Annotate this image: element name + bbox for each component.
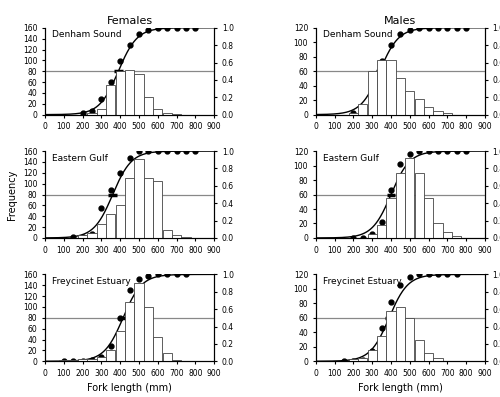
Bar	[349, 113, 358, 115]
Bar	[125, 178, 134, 238]
Bar	[434, 358, 442, 361]
Bar	[97, 109, 106, 115]
Bar	[162, 113, 172, 115]
Text: Denham Sound: Denham Sound	[52, 31, 122, 39]
Bar	[349, 359, 358, 361]
Title: Females: Females	[106, 15, 152, 26]
X-axis label: Fork length (mm): Fork length (mm)	[358, 384, 443, 393]
Bar	[182, 237, 190, 238]
Bar	[386, 310, 396, 361]
Bar	[358, 104, 368, 115]
Bar	[396, 173, 405, 238]
Bar	[134, 283, 143, 361]
Bar	[106, 351, 116, 361]
Bar	[106, 214, 116, 238]
Bar	[125, 69, 134, 115]
Bar	[368, 351, 377, 361]
Bar	[368, 71, 377, 115]
Bar	[172, 360, 181, 361]
Bar	[434, 111, 442, 115]
Bar	[59, 360, 69, 361]
Bar	[405, 158, 414, 238]
Bar	[424, 353, 433, 361]
Bar	[125, 302, 134, 361]
Bar	[144, 97, 153, 115]
Text: Freycinet Estuary: Freycinet Estuary	[322, 277, 402, 286]
Bar	[405, 91, 414, 115]
Bar	[162, 353, 172, 361]
Title: Males: Males	[384, 15, 416, 26]
Bar	[424, 108, 433, 115]
Bar	[88, 113, 96, 115]
Bar	[377, 336, 386, 361]
Text: Eastern Gulf: Eastern Gulf	[322, 154, 378, 163]
Bar	[134, 159, 143, 238]
Y-axis label: Frequency: Frequency	[8, 170, 18, 220]
Bar	[405, 318, 414, 361]
Bar	[424, 198, 433, 238]
Bar	[116, 331, 125, 361]
Bar	[153, 181, 162, 238]
Bar	[396, 307, 405, 361]
Bar	[153, 337, 162, 361]
Bar	[172, 114, 181, 115]
Bar	[97, 357, 106, 361]
Bar	[386, 60, 396, 115]
Bar	[106, 85, 116, 115]
Bar	[97, 224, 106, 238]
Bar	[172, 235, 181, 238]
Bar	[358, 358, 368, 361]
Bar	[443, 113, 452, 115]
X-axis label: Fork length (mm): Fork length (mm)	[87, 384, 172, 393]
Bar	[396, 79, 405, 115]
Text: Freycinet Estuary: Freycinet Estuary	[52, 277, 130, 286]
Bar	[78, 235, 87, 238]
Bar	[144, 178, 153, 238]
Bar	[443, 232, 452, 238]
Bar	[153, 109, 162, 115]
Bar	[78, 359, 87, 361]
Bar	[434, 224, 442, 238]
Bar	[414, 99, 424, 115]
Bar	[88, 358, 96, 361]
Bar	[377, 225, 386, 238]
Bar	[134, 74, 143, 115]
Bar	[116, 71, 125, 115]
Bar	[414, 339, 424, 361]
Bar	[443, 360, 452, 361]
Text: Denham Sound: Denham Sound	[322, 31, 392, 39]
Bar	[414, 173, 424, 238]
Bar	[386, 198, 396, 238]
Bar	[368, 234, 377, 238]
Bar	[88, 233, 96, 238]
Bar	[144, 307, 153, 361]
Text: Eastern Gulf: Eastern Gulf	[52, 154, 108, 163]
Bar	[377, 60, 386, 115]
Bar	[68, 360, 78, 361]
Bar	[162, 230, 172, 238]
Bar	[116, 205, 125, 238]
Bar	[452, 236, 462, 238]
